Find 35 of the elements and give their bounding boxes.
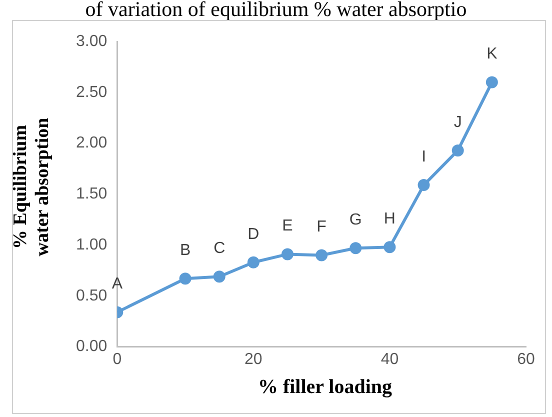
y-tick-label: 1.00 <box>76 236 108 254</box>
point <box>384 241 396 254</box>
x-tick-label: 0 <box>112 350 122 368</box>
y-tick-label: 0.50 <box>76 287 108 304</box>
annotation: J <box>454 114 462 131</box>
point <box>247 256 260 268</box>
annotation: K <box>486 46 498 63</box>
annotation: G <box>349 212 362 229</box>
annotation: B <box>180 242 191 260</box>
point <box>282 248 294 260</box>
x-tick-label: 40 <box>380 350 399 368</box>
point <box>350 242 362 254</box>
annotation: I <box>422 148 426 166</box>
annotation: H <box>384 210 396 228</box>
point <box>213 270 226 283</box>
annotation: C <box>214 240 226 258</box>
x-tick-label: 60 <box>517 350 535 368</box>
y-tick-label: 3.00 <box>76 33 108 50</box>
y-tick-label: 2.50 <box>76 84 108 101</box>
annotation: F <box>316 218 327 236</box>
y-tick-label: 1.50 <box>76 186 108 203</box>
annotation: D <box>248 226 260 243</box>
annotation: E <box>282 218 293 235</box>
x-tick-label: 20 <box>244 350 262 368</box>
chart-title: of variation of equilibrium % water absorptio <box>84 0 468 22</box>
y-tick-label: 0.00 <box>76 338 108 356</box>
x-axis-title: % filler loading <box>256 376 394 399</box>
point <box>179 272 192 285</box>
y-tick-label: 2.00 <box>76 134 108 152</box>
y-axis-title: % Equilibrium water absorption <box>10 116 54 258</box>
point <box>486 76 498 88</box>
point <box>452 144 464 156</box>
point <box>316 249 328 262</box>
point <box>418 179 430 192</box>
annotation: A <box>112 276 123 293</box>
